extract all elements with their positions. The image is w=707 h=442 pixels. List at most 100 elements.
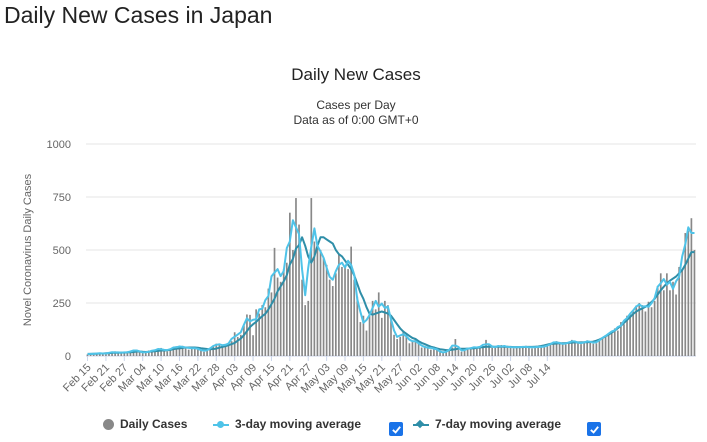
bar-daily-cases xyxy=(540,347,543,356)
bar-daily-cases xyxy=(301,279,303,356)
bar-daily-cases xyxy=(503,347,506,356)
bar-daily-cases xyxy=(567,342,570,356)
bar-daily-cases xyxy=(261,305,264,356)
bar-daily-cases xyxy=(224,346,227,356)
bar-daily-cases xyxy=(506,345,509,356)
bar-daily-cases xyxy=(632,311,635,356)
bar-daily-cases xyxy=(304,305,307,356)
bar-daily-cases xyxy=(338,254,340,356)
bar-daily-cases xyxy=(561,343,564,356)
bar-daily-cases xyxy=(325,264,328,356)
bar-daily-cases xyxy=(439,351,441,356)
bar-daily-cases xyxy=(221,344,224,356)
bar-daily-cases xyxy=(396,339,398,356)
bar-daily-cases xyxy=(488,344,490,356)
bar-daily-cases xyxy=(267,288,270,356)
bar-daily-cases xyxy=(641,305,644,356)
chart-subtitle-line-1: Cases per Day xyxy=(316,98,395,112)
bar-daily-cases xyxy=(571,339,573,356)
bar-daily-cases xyxy=(426,347,429,356)
bar-daily-cases xyxy=(616,330,619,356)
bar-daily-cases xyxy=(157,349,159,356)
bar-daily-cases xyxy=(334,273,337,356)
bar-daily-cases xyxy=(629,314,631,356)
bar-daily-cases xyxy=(521,347,524,356)
bar-daily-cases xyxy=(258,313,261,356)
bar-daily-cases xyxy=(123,351,126,356)
bar-daily-cases xyxy=(681,269,684,356)
bar-daily-cases xyxy=(525,345,527,356)
bar-daily-cases xyxy=(295,198,297,356)
bar-daily-cases xyxy=(289,212,291,356)
legend-item-7-day-average[interactable]: 7-day moving average xyxy=(413,417,561,431)
bar-daily-cases xyxy=(659,273,662,356)
bar-daily-cases xyxy=(675,294,677,356)
bar-daily-cases xyxy=(264,307,267,356)
bar-daily-cases xyxy=(693,250,696,356)
bar-daily-cases xyxy=(255,309,257,356)
bar-daily-cases xyxy=(534,347,536,356)
bar-daily-cases xyxy=(236,336,239,356)
y-tick-label: 750 xyxy=(53,192,71,204)
line-marker-icon xyxy=(213,419,229,430)
bar-daily-cases xyxy=(270,292,273,356)
bar-daily-cases xyxy=(463,349,466,356)
bar-daily-cases xyxy=(98,353,101,356)
bar-daily-cases xyxy=(132,350,135,356)
bar-daily-cases xyxy=(365,330,368,356)
legend-label-7-day-average: 7-day moving average xyxy=(435,417,562,431)
bar-daily-cases xyxy=(399,336,402,356)
bar-daily-cases xyxy=(653,300,656,356)
bar-daily-cases xyxy=(341,266,343,356)
bar-daily-cases xyxy=(623,324,625,356)
bar-daily-cases xyxy=(184,347,187,356)
bar-daily-cases xyxy=(135,349,138,356)
toggle-3-day-average-checkbox[interactable] xyxy=(389,422,403,436)
chart-title: Daily New Cases xyxy=(291,65,420,84)
bar-daily-cases xyxy=(292,250,294,356)
bar-daily-cases xyxy=(279,281,282,356)
bar-daily-cases xyxy=(108,353,110,356)
legend-item-3-day-average[interactable]: 3-day moving average xyxy=(213,417,361,431)
bar-daily-cases xyxy=(390,317,392,356)
bar-daily-cases xyxy=(86,354,89,356)
bar-daily-cases xyxy=(546,346,549,356)
bar-daily-cases xyxy=(282,269,285,356)
bar-daily-cases xyxy=(347,269,349,356)
bar-daily-cases xyxy=(509,347,512,356)
bar-daily-cases xyxy=(620,322,622,356)
bar-daily-cases xyxy=(203,351,205,356)
bar-daily-cases xyxy=(206,350,208,356)
bar-daily-cases xyxy=(117,353,120,356)
bar-daily-cases xyxy=(580,344,582,356)
bar-daily-cases xyxy=(374,309,377,356)
bar-daily-cases xyxy=(552,342,555,356)
bar-daily-cases xyxy=(160,347,162,356)
diamond-line-marker-icon xyxy=(413,419,429,430)
bar-daily-cases xyxy=(298,224,300,356)
bar-daily-cases xyxy=(246,314,248,356)
bar-daily-cases xyxy=(531,348,533,356)
bar-daily-cases xyxy=(380,317,383,356)
bar-daily-cases xyxy=(209,348,211,356)
bar-daily-cases xyxy=(500,344,503,356)
bar-daily-cases xyxy=(190,347,193,356)
bar-daily-cases xyxy=(371,300,374,356)
bar-daily-cases xyxy=(460,351,463,356)
bar-daily-cases xyxy=(120,352,123,356)
bar-daily-cases xyxy=(405,334,408,356)
bar-daily-cases xyxy=(558,343,561,356)
bar-daily-cases xyxy=(515,346,518,356)
bar-daily-cases xyxy=(218,344,221,356)
bar-daily-cases xyxy=(95,354,98,356)
bar-daily-cases xyxy=(598,339,601,356)
bar-daily-cases xyxy=(154,350,156,356)
legend-item-daily-cases[interactable]: Daily Cases xyxy=(103,417,187,431)
bar-daily-cases xyxy=(181,345,184,356)
toggle-7-day-average-checkbox[interactable] xyxy=(587,422,601,436)
bar-daily-cases xyxy=(666,273,668,356)
bar-daily-cases xyxy=(276,277,279,356)
bar-daily-cases xyxy=(472,347,475,356)
series-line-3-day-average xyxy=(87,219,695,356)
bar-daily-cases xyxy=(690,218,693,356)
